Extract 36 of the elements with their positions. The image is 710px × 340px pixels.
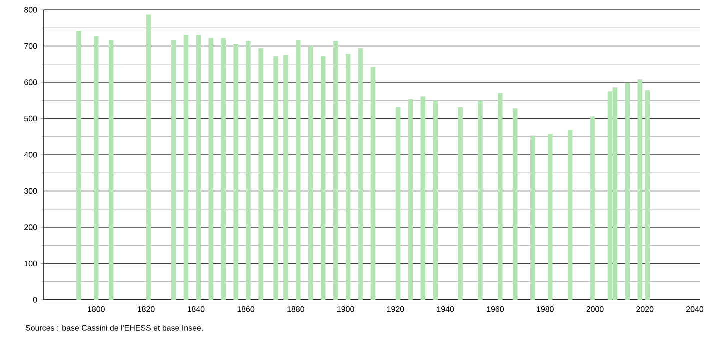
bar — [408, 100, 414, 300]
bar — [196, 35, 202, 300]
bar — [184, 35, 189, 300]
bar — [146, 14, 152, 300]
bar — [320, 56, 326, 300]
bar — [221, 38, 226, 300]
bar — [274, 56, 278, 300]
bar — [548, 134, 553, 300]
bar — [590, 116, 596, 300]
bar — [208, 38, 214, 300]
bar — [396, 108, 401, 300]
bar — [370, 67, 376, 300]
bar — [568, 130, 573, 300]
bar — [246, 41, 251, 300]
bar — [346, 54, 351, 300]
bar — [358, 48, 364, 300]
bar — [333, 41, 338, 300]
bar — [478, 100, 483, 300]
bar — [625, 83, 630, 300]
bar — [296, 40, 301, 300]
bar — [284, 55, 288, 300]
bar — [498, 93, 503, 300]
bar — [458, 108, 463, 300]
bar — [638, 80, 643, 300]
bar — [530, 136, 536, 300]
bar — [258, 48, 264, 300]
bar — [645, 90, 650, 300]
bar — [433, 100, 438, 300]
bar — [234, 44, 238, 300]
bar — [308, 46, 314, 300]
bar — [108, 40, 114, 300]
bar — [513, 108, 518, 300]
bar — [76, 31, 82, 300]
bar — [171, 40, 176, 300]
bar — [420, 96, 426, 300]
bar — [94, 36, 99, 300]
